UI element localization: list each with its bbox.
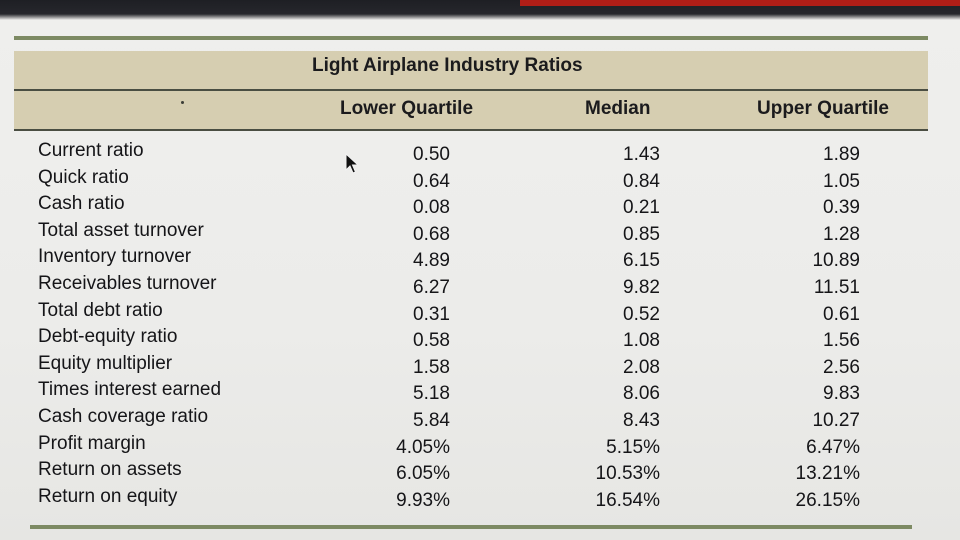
upper-quartile-values: 1.89 1.05 0.39 1.28 10.89 11.51 0.61 1.5…	[768, 142, 860, 514]
upper-quartile-value: 1.05	[823, 170, 860, 192]
upper-quartile-value: 6.47%	[806, 436, 860, 458]
row-labels: Current ratio Quick ratio Cash ratio Tot…	[38, 138, 221, 510]
lower-quartile-value: 0.64	[413, 170, 450, 192]
row-label: Return on assets	[38, 459, 182, 481]
median-value: 10.53%	[595, 463, 660, 485]
median-value: 1.43	[623, 144, 660, 165]
median-value: 6.15	[623, 250, 660, 272]
photo-red-edge	[520, 0, 960, 6]
upper-quartile-value: 10.89	[812, 250, 860, 272]
upper-quartile-value: 11.51	[813, 276, 860, 298]
table-bottom-rule	[30, 525, 912, 529]
upper-quartile-value: 9.83	[823, 383, 860, 405]
row-label: Total asset turnover	[38, 219, 204, 241]
lower-quartile-value: 0.50	[413, 144, 450, 165]
upper-quartile-value: 26.15%	[795, 489, 860, 511]
median-value: 0.52	[623, 303, 660, 325]
median-value: 16.54%	[595, 489, 660, 511]
upper-quartile-value: 10.27	[812, 409, 860, 431]
lower-quartile-value: 0.08	[413, 197, 450, 219]
lower-quartile-value: 1.58	[413, 356, 450, 378]
upper-quartile-value: 0.39	[823, 197, 860, 219]
row-label: Total debt ratio	[38, 299, 163, 321]
column-header-divider	[14, 129, 928, 131]
lower-quartile-value: 0.58	[413, 330, 450, 352]
row-label: Receivables turnover	[38, 272, 217, 294]
median-value: 8.43	[623, 409, 660, 431]
table-top-rule	[14, 36, 928, 40]
row-label: Cash coverage ratio	[38, 405, 209, 427]
lower-quartile-value: 5.18	[413, 383, 450, 405]
row-label: Quick ratio	[38, 166, 129, 188]
row-label: Current ratio	[38, 140, 144, 161]
median-value: 8.06	[623, 383, 660, 405]
lower-quartile-value: 6.05%	[396, 463, 450, 485]
upper-quartile-value: 1.28	[823, 223, 860, 245]
table-title: Light Airplane Industry Ratios	[312, 55, 583, 76]
upper-quartile-value: 1.89	[823, 144, 860, 165]
upper-quartile-value: 1.56	[823, 330, 860, 352]
header-dot	[181, 101, 184, 104]
row-label: Profit margin	[38, 432, 146, 454]
column-header-median: Median	[585, 98, 651, 119]
median-value: 5.15%	[606, 436, 660, 458]
lower-quartile-value: 0.31	[413, 303, 450, 325]
row-label: Inventory turnover	[38, 246, 192, 268]
column-header-upper-quartile: Upper Quartile	[757, 98, 889, 119]
table-header-band	[14, 51, 928, 131]
row-label: Times interest earned	[38, 379, 222, 401]
upper-quartile-value: 2.56	[823, 356, 860, 378]
median-values: 1.43 0.84 0.21 0.85 6.15 9.82 0.52 1.08 …	[574, 142, 660, 514]
lower-quartile-value: 5.84	[413, 409, 450, 431]
median-value: 0.21	[623, 197, 660, 219]
upper-quartile-value: 13.21%	[795, 463, 860, 485]
lower-quartile-value: 0.68	[413, 223, 450, 245]
median-value: 0.85	[623, 223, 660, 245]
row-label: Debt-equity ratio	[38, 326, 178, 348]
median-value: 0.84	[623, 170, 660, 192]
lower-quartile-value: 6.27	[413, 276, 450, 298]
median-value: 9.82	[623, 276, 660, 298]
upper-quartile-value: 0.61	[823, 303, 860, 325]
lower-quartile-value: 4.05%	[396, 436, 450, 458]
row-label: Return on equity	[38, 485, 178, 507]
mouse-pointer-icon	[345, 153, 359, 174]
lower-quartile-value: 9.93%	[396, 489, 450, 511]
median-value: 2.08	[623, 356, 660, 378]
median-value: 1.08	[623, 330, 660, 352]
row-label: Cash ratio	[38, 193, 125, 215]
row-label: Equity multiplier	[38, 352, 173, 374]
lower-quartile-values: 0.50 0.64 0.08 0.68 4.89 6.27 0.31 0.58 …	[372, 142, 450, 514]
title-divider	[14, 89, 928, 91]
lower-quartile-value: 4.89	[413, 250, 450, 272]
column-header-lower-quartile: Lower Quartile	[340, 98, 474, 119]
